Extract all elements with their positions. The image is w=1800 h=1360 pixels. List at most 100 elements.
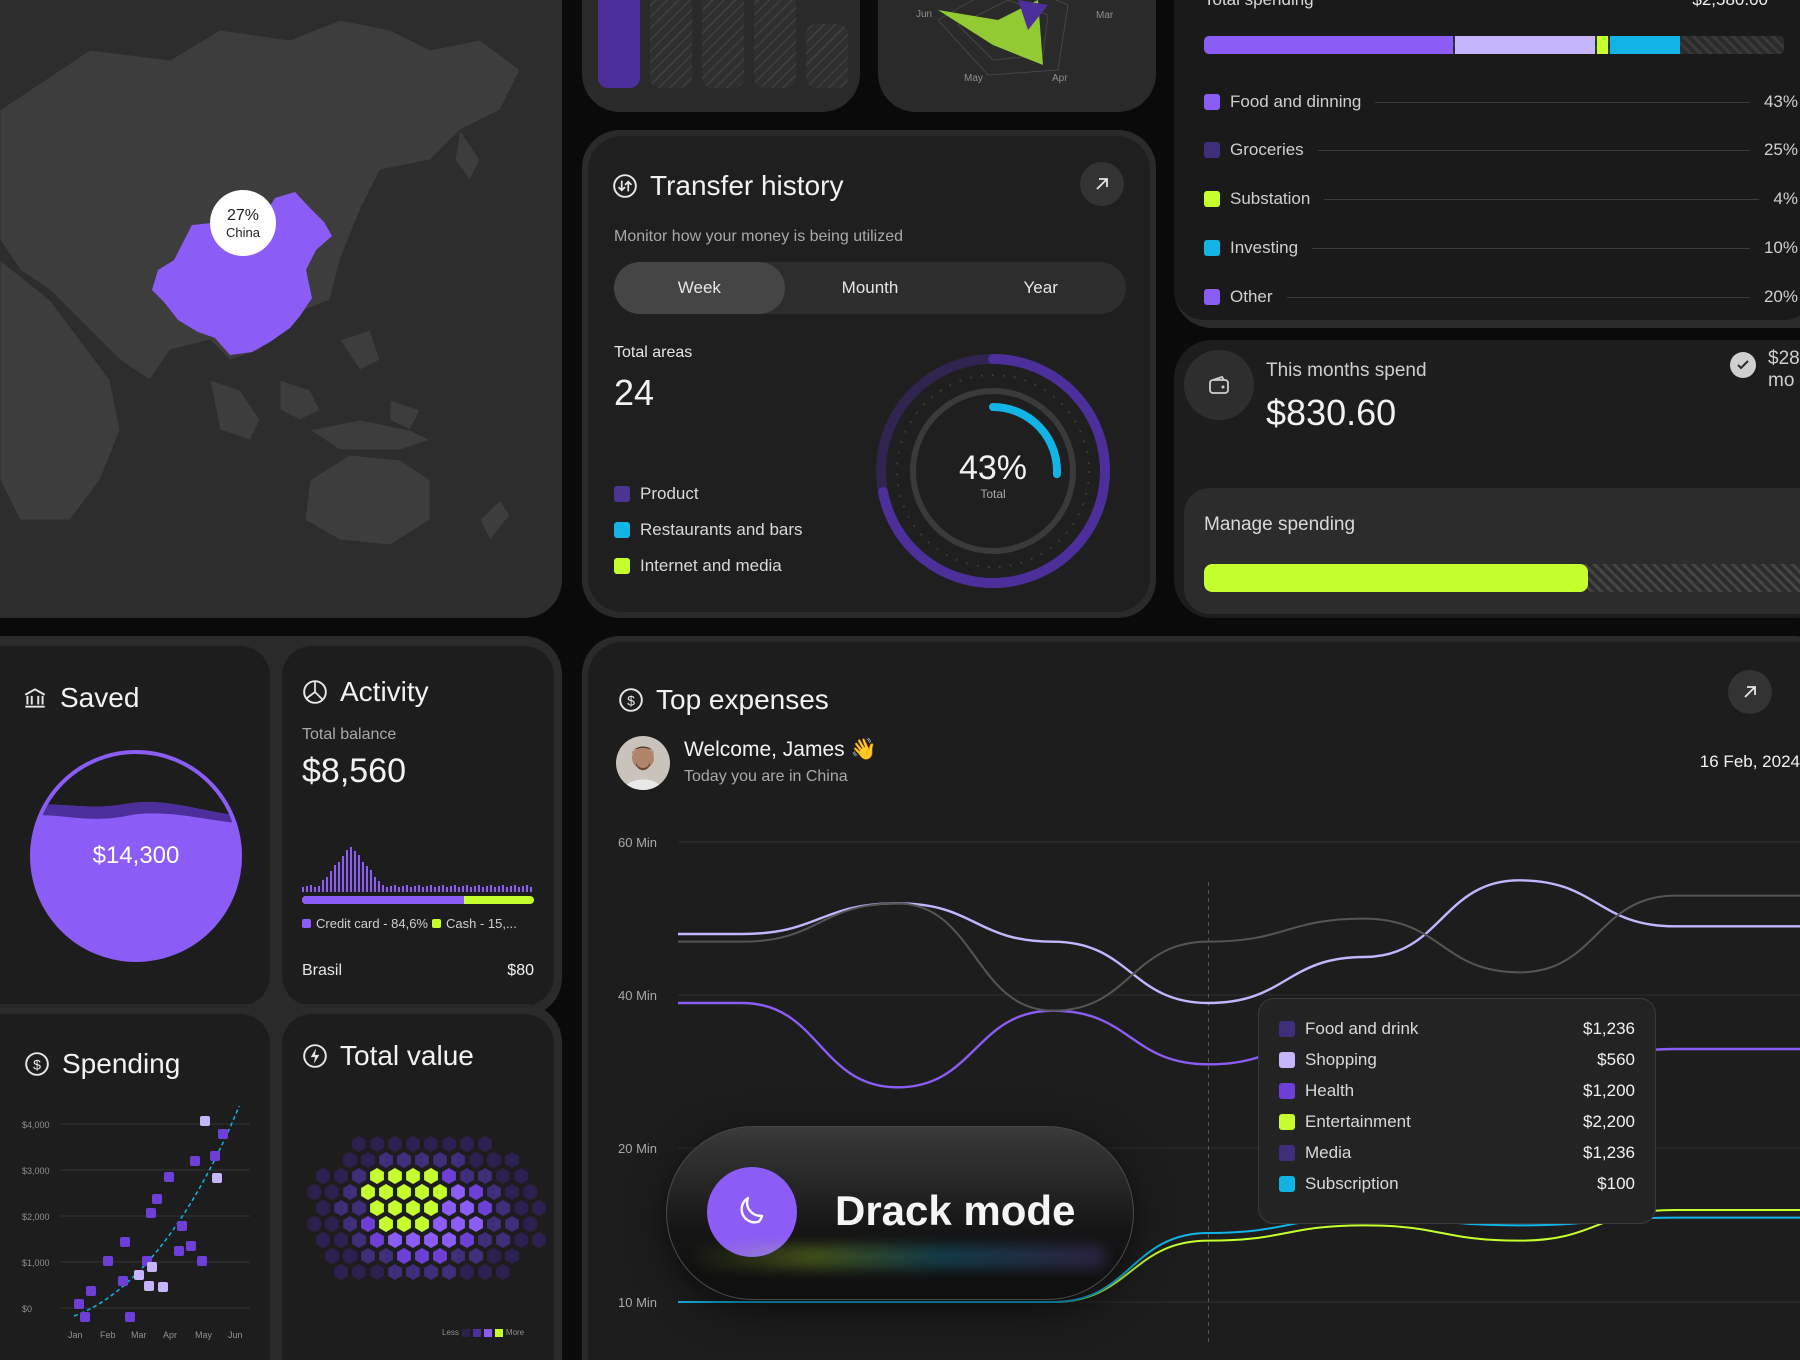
total-spending-card: Total spending $2,580.00 Food and dinnin… bbox=[1174, 0, 1800, 328]
hex-cell bbox=[442, 1232, 456, 1248]
activity-spike bbox=[410, 887, 412, 892]
dollar-icon: $ bbox=[25, 1052, 49, 1076]
avatar[interactable] bbox=[616, 736, 670, 790]
tab-month[interactable]: Mounth bbox=[841, 278, 899, 297]
swatch bbox=[1204, 240, 1220, 256]
hex-cell bbox=[334, 1168, 348, 1184]
svg-text:$: $ bbox=[33, 1056, 41, 1072]
tooltip-label: Subscription bbox=[1305, 1173, 1399, 1193]
activity-spike bbox=[346, 850, 348, 892]
x-tick: May bbox=[195, 1330, 213, 1340]
hex-cell bbox=[460, 1136, 474, 1152]
activity-spike bbox=[394, 885, 396, 892]
hex-cell bbox=[379, 1248, 393, 1264]
period-tabs: Week Mounth Year bbox=[614, 262, 1126, 314]
country-value: $80 bbox=[507, 962, 534, 979]
swatch bbox=[1204, 289, 1220, 305]
manage-spending-panel: Manage spending bbox=[1184, 488, 1800, 614]
hex-cell bbox=[487, 1184, 501, 1200]
swatch bbox=[1279, 1020, 1295, 1037]
hex-cell bbox=[406, 1200, 420, 1216]
hex-cell bbox=[352, 1264, 366, 1280]
hex-cell bbox=[361, 1184, 375, 1200]
hex-cell bbox=[433, 1216, 447, 1232]
activity-spike bbox=[462, 886, 464, 892]
tab-week[interactable]: Week bbox=[614, 262, 785, 314]
activity-spike bbox=[402, 886, 404, 892]
lightning-icon bbox=[303, 1044, 327, 1068]
tooltip-value: $560 bbox=[1597, 1049, 1635, 1069]
location-text: Today you are in China bbox=[684, 768, 848, 785]
hex-cell bbox=[406, 1264, 420, 1280]
hex-cell bbox=[388, 1136, 402, 1152]
hex-cell bbox=[325, 1216, 339, 1232]
saved-amount: $14,300 bbox=[93, 842, 180, 869]
activity-spike bbox=[334, 865, 336, 892]
series-line bbox=[678, 894, 1800, 1012]
less-label: Less bbox=[442, 1328, 459, 1337]
y-tick-label: 20 Min bbox=[618, 1141, 657, 1156]
legend-label: Other bbox=[1230, 287, 1273, 306]
tooltip-label: Media bbox=[1305, 1142, 1352, 1162]
hex-cell bbox=[361, 1152, 375, 1168]
hex-cell bbox=[469, 1248, 483, 1264]
activity-spike bbox=[466, 885, 468, 892]
hex-cell bbox=[424, 1232, 438, 1248]
swatch bbox=[1279, 1113, 1295, 1130]
credit-label: Credit card - 84,6% bbox=[316, 916, 428, 931]
legend-label: Food and dinning bbox=[1230, 92, 1362, 111]
activity-spike bbox=[454, 885, 456, 892]
hex-cell bbox=[316, 1168, 330, 1184]
activity-spike bbox=[358, 855, 360, 892]
activity-spike bbox=[382, 885, 384, 892]
bank-icon bbox=[24, 688, 46, 708]
hex-cell bbox=[352, 1232, 366, 1248]
tooltip-value: $1,200 bbox=[1583, 1080, 1635, 1100]
activity-spike bbox=[450, 886, 452, 892]
side-text: mo bbox=[1768, 370, 1795, 391]
hex-cell bbox=[307, 1184, 321, 1200]
hex-cell bbox=[361, 1216, 375, 1232]
wallet-button[interactable] bbox=[1184, 350, 1254, 420]
hex-cell bbox=[370, 1200, 384, 1216]
y-tick-label: 60 Min bbox=[618, 835, 657, 850]
expenses-open-button[interactable] bbox=[1728, 670, 1772, 714]
activity-title: Activity bbox=[340, 676, 429, 707]
tooltip-row: Media $1,236 bbox=[1279, 1137, 1635, 1168]
stack-segment bbox=[1610, 36, 1680, 54]
hex-cell bbox=[460, 1232, 474, 1248]
hex-cell bbox=[460, 1168, 474, 1184]
transfer-open-button[interactable] bbox=[1080, 162, 1124, 206]
hex-cell bbox=[415, 1184, 429, 1200]
hex-cell bbox=[334, 1200, 348, 1216]
activity-spike bbox=[370, 870, 372, 892]
hex-cell bbox=[388, 1168, 402, 1184]
tab-year[interactable]: Year bbox=[1023, 278, 1058, 297]
activity-spike bbox=[506, 887, 508, 892]
legend-internet: Internet and media bbox=[614, 556, 782, 576]
hex-cell bbox=[388, 1232, 402, 1248]
hex-cell bbox=[487, 1216, 501, 1232]
dark-mode-toggle[interactable]: Drack mode bbox=[666, 1126, 1134, 1300]
dark-mode-label: Drack mode bbox=[835, 1187, 1076, 1234]
hex-cell bbox=[487, 1248, 501, 1264]
x-tick: Jan bbox=[68, 1330, 83, 1340]
hex-cell bbox=[532, 1232, 546, 1248]
month-spend-card: This months spend $830.60 $28 mo Manage … bbox=[1174, 340, 1800, 618]
moon-button[interactable] bbox=[707, 1167, 797, 1257]
activity-spike bbox=[498, 886, 500, 892]
saved-inner: Saved $14,300 bbox=[0, 646, 270, 1006]
activity-spike bbox=[470, 887, 472, 892]
hex-cell bbox=[442, 1200, 456, 1216]
legend-label: Groceries bbox=[1230, 140, 1304, 159]
hex-cell bbox=[406, 1232, 420, 1248]
activity-spike bbox=[390, 886, 392, 892]
hex-cell bbox=[316, 1232, 330, 1248]
map-pin[interactable]: 27% China bbox=[210, 190, 276, 256]
manage-progress-track bbox=[1204, 564, 1800, 592]
tooltip-label: Entertainment bbox=[1305, 1111, 1411, 1131]
saved-title: Saved bbox=[60, 682, 140, 713]
side-amount: $28 bbox=[1768, 348, 1800, 369]
hex-cell bbox=[451, 1152, 465, 1168]
legend-food-dinning: Food and dinning 43% bbox=[1204, 92, 1798, 112]
